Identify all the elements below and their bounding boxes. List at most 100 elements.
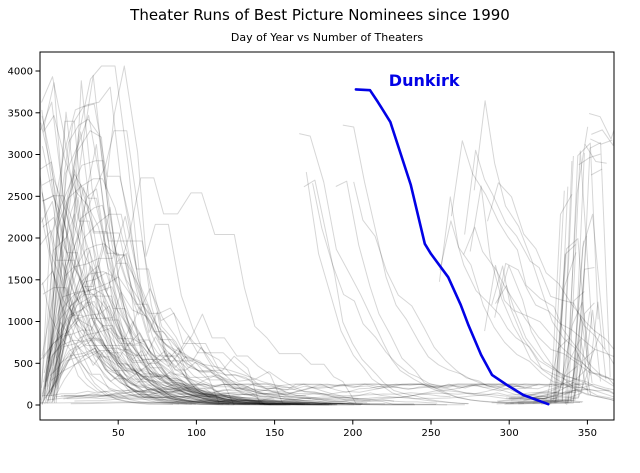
background-run-line — [554, 365, 578, 403]
background-run-line — [41, 195, 371, 405]
background-run-line — [496, 240, 584, 402]
background-run-line — [518, 267, 595, 405]
x-tick-label: 350 — [578, 428, 597, 439]
background-run-line — [51, 276, 385, 405]
background-run-line — [50, 243, 311, 405]
y-tick-label: 2500 — [8, 192, 33, 203]
background-run-line — [41, 178, 220, 405]
x-tick-label: 300 — [500, 428, 519, 439]
background-run-line — [305, 171, 468, 405]
background-run-line — [40, 101, 302, 405]
background-run-line — [43, 178, 287, 406]
background-run-line — [41, 160, 330, 406]
y-tick-label: 4000 — [8, 67, 33, 78]
background-run-line — [55, 114, 362, 405]
background-run-line — [42, 291, 415, 406]
plot-frame — [39, 51, 615, 421]
dunkirk-label: Dunkirk — [389, 71, 460, 90]
background-run-line — [44, 86, 329, 406]
background-run-line — [473, 100, 614, 387]
background-run-line — [551, 349, 596, 402]
background-run-line — [47, 183, 294, 405]
background-run-line — [450, 140, 614, 381]
background-run-line — [567, 150, 593, 404]
background-run-line — [49, 347, 272, 406]
background-run-line — [50, 188, 282, 405]
background-run-line — [40, 213, 338, 406]
background-run-line — [41, 337, 355, 406]
background-run-line — [40, 161, 188, 405]
background-run-line — [303, 179, 469, 405]
x-tick-label: 250 — [421, 428, 440, 439]
y-tick-label: 2000 — [8, 234, 33, 245]
background-run-line — [42, 194, 310, 405]
background-run-line — [40, 229, 274, 405]
background-run-line — [40, 122, 309, 405]
background-run-line — [312, 183, 581, 403]
background-run-line — [342, 124, 583, 403]
background-run-line — [61, 383, 538, 399]
background-run-line — [505, 301, 593, 399]
x-tick-label: 100 — [187, 428, 206, 439]
background-run-line — [530, 142, 611, 399]
background-run-line — [49, 65, 361, 406]
background-run-line — [46, 118, 305, 406]
y-tick-label: 500 — [14, 359, 33, 370]
background-run-line — [47, 293, 437, 405]
background-run-line — [40, 243, 230, 405]
background-run-line — [42, 216, 344, 405]
y-tick-label: 1500 — [8, 275, 33, 286]
background-run-line — [41, 270, 345, 405]
background-run-line — [494, 262, 614, 358]
background-run-line — [552, 190, 565, 400]
background-run-line — [49, 352, 192, 405]
background-run-line — [56, 204, 357, 405]
chart-title: Theater Runs of Best Picture Nominees si… — [130, 6, 510, 24]
background-run-line — [41, 318, 305, 405]
background-run-line — [584, 143, 607, 164]
background-run-line — [46, 383, 525, 401]
background-run-line — [64, 393, 451, 401]
background-run-line — [540, 291, 585, 400]
background-run-line — [56, 196, 265, 405]
background-run-line — [494, 285, 614, 381]
background-run-line — [590, 168, 603, 176]
background-run-line — [519, 152, 585, 400]
background-run-line — [463, 226, 614, 386]
background-run-line — [40, 175, 174, 405]
background-run-line — [55, 325, 395, 402]
y-tick-label: 3000 — [8, 150, 33, 161]
background-run-line — [498, 213, 606, 403]
background-run-line — [439, 220, 614, 394]
background-run-line — [53, 339, 250, 405]
y-tick-label: 0 — [27, 401, 33, 412]
background-run-line — [564, 126, 589, 405]
background-run-line — [46, 111, 257, 405]
background-run-line — [56, 272, 265, 404]
background-run-line — [55, 383, 584, 398]
background-run-line — [549, 309, 601, 400]
x-tick-label: 200 — [343, 428, 362, 439]
background-run-line — [49, 345, 180, 405]
background-run-line — [335, 180, 514, 404]
y-tick-label: 1000 — [8, 317, 33, 328]
x-tick-label: 50 — [112, 428, 125, 439]
background-run-line — [491, 265, 614, 402]
background-run-line — [40, 305, 238, 405]
background-run-line — [55, 265, 224, 405]
background-run-line — [50, 347, 230, 405]
background-run-line — [49, 131, 211, 399]
background-run-line — [40, 388, 610, 404]
background-lines — [40, 65, 614, 406]
background-run-line — [52, 262, 311, 400]
background-run-line — [57, 130, 241, 404]
background-run-line — [43, 317, 359, 400]
background-run-line — [41, 115, 281, 405]
background-run-line — [42, 321, 363, 405]
background-run-line — [42, 282, 236, 405]
background-run-line — [41, 76, 278, 405]
background-run-line — [54, 103, 371, 403]
background-run-line — [491, 244, 577, 404]
